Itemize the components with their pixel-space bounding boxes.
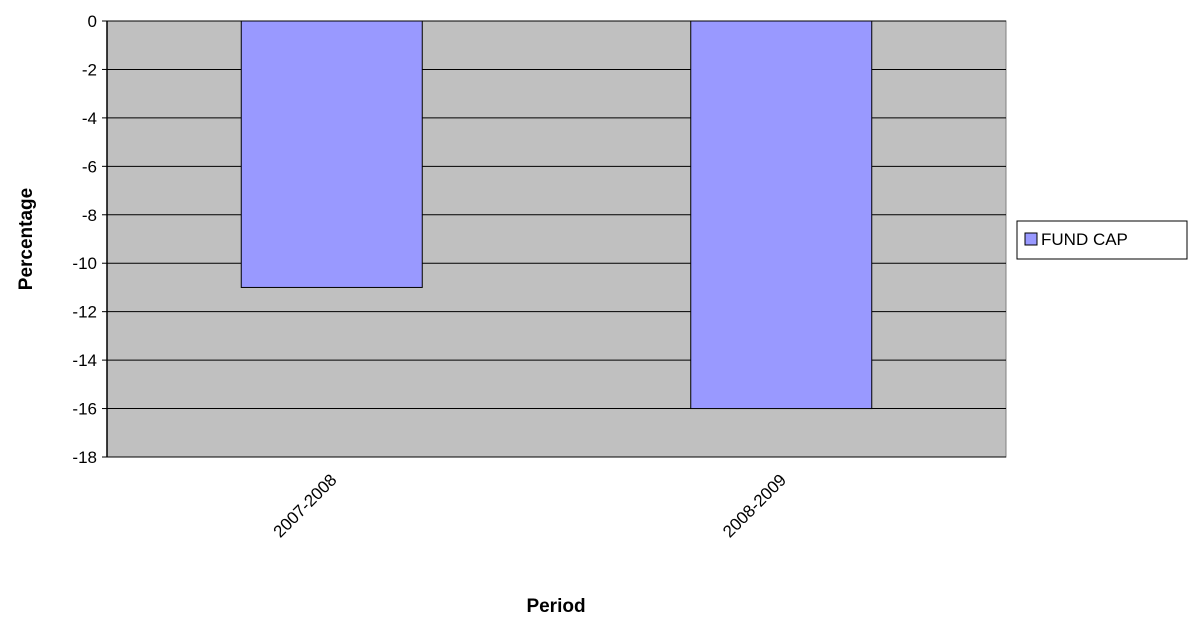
legend: FUND CAP [1016,220,1188,260]
y-tick-label: 0 [88,12,97,31]
y-tick-label: -16 [72,400,97,419]
legend-swatch [1024,232,1038,246]
bar-2007-2008 [240,20,423,288]
legend-box [1016,220,1188,260]
y-tick-label: -14 [72,351,97,370]
y-tick-label: -8 [82,206,97,225]
x-tick-label: 2007-2008 [270,470,341,541]
y-tick-label: -6 [82,157,97,176]
x-tick-label: 2008-2009 [719,470,790,541]
y-tick-label: -12 [72,303,97,322]
bars [240,20,873,410]
y-tick-label: -2 [82,60,97,79]
legend-label: FUND CAP [1041,230,1128,249]
y-tick-labels: 0 -2 -4 -6 -8 -10 -12 -14 -16 -18 [72,12,107,467]
y-tick-label: -18 [72,448,97,467]
x-axis-title: Period [526,596,585,617]
y-tick-label: -10 [72,254,97,273]
y-tick-label: -4 [82,109,97,128]
y-axis-title: Percentage [16,188,37,290]
bar-2008-2009 [690,20,873,410]
x-tick-labels: 2007-2008 2008-2009 [270,470,790,541]
